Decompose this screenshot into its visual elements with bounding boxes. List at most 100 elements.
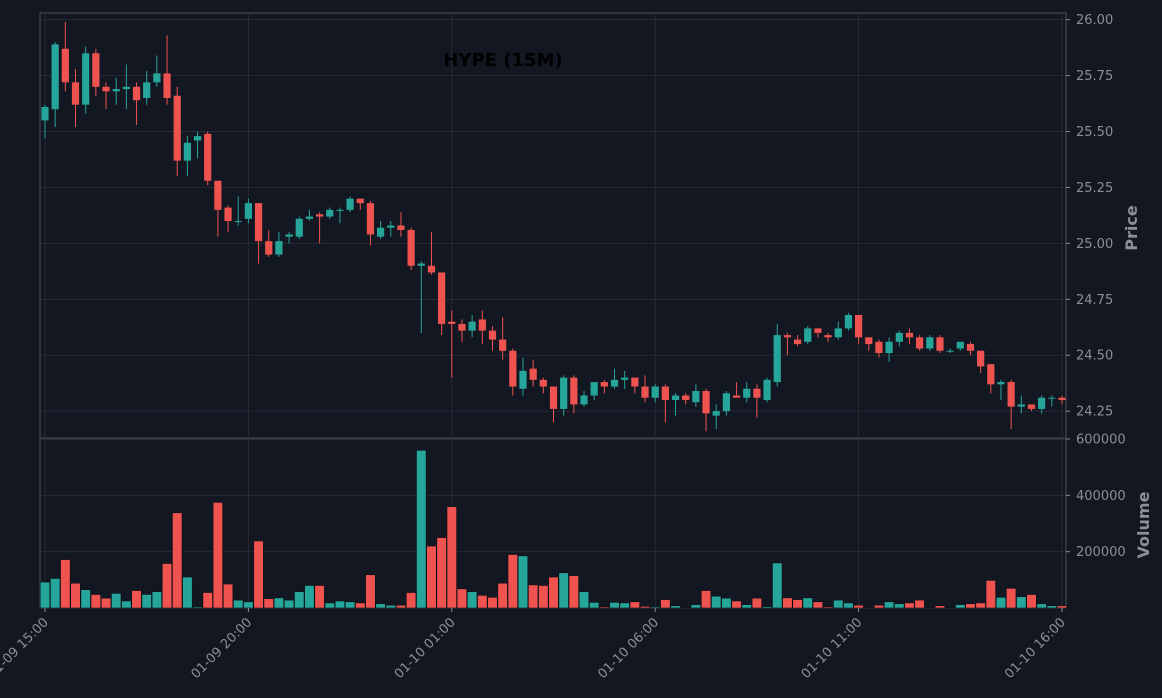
candle-body: [977, 350, 985, 367]
candle-body: [702, 391, 710, 414]
candle-body: [539, 379, 547, 387]
volume-bar: [792, 599, 803, 609]
candle: [610, 368, 619, 389]
candle: [824, 332, 832, 342]
volume-bar: [599, 606, 610, 609]
candle: [1048, 395, 1056, 407]
volume-bar: [985, 580, 996, 609]
candle: [51, 42, 59, 128]
candle-body: [275, 241, 283, 255]
volume-bar: [1016, 596, 1027, 609]
candle: [427, 232, 436, 275]
candle-body: [814, 328, 822, 333]
candle: [112, 77, 120, 105]
volume-bar: [741, 604, 752, 609]
candle: [244, 198, 252, 224]
candle-body: [468, 321, 476, 331]
candle: [814, 328, 822, 338]
volume-bar: [436, 537, 447, 609]
candle: [61, 21, 69, 92]
candle: [1027, 404, 1036, 412]
volume-bar: [731, 600, 742, 609]
candle-body: [458, 323, 466, 331]
volume-bar: [507, 554, 518, 609]
candle-body: [163, 73, 171, 98]
candle: [753, 384, 761, 418]
candle-body: [214, 180, 222, 210]
price-tick-label: 24.75: [1076, 293, 1113, 308]
candle-body: [71, 82, 80, 105]
volume-bar: [151, 591, 162, 609]
candle-body: [61, 48, 69, 83]
candle-body: [41, 106, 49, 121]
candle-body: [427, 265, 436, 273]
candle: [92, 48, 100, 96]
candle: [377, 221, 385, 239]
volume-bar: [202, 592, 213, 609]
volume-panel: 200000 400000 600000 Volume: [39, 433, 1153, 609]
volume-bar: [975, 602, 986, 609]
volume-bar: [833, 599, 844, 609]
candle: [702, 388, 710, 432]
volume-bar: [670, 605, 681, 609]
candle: [905, 328, 914, 345]
candle-body: [244, 203, 252, 219]
volume-bar: [334, 600, 346, 609]
volume-bar: [772, 562, 783, 609]
candle-body: [926, 337, 934, 349]
candle: [275, 232, 283, 257]
volume-bar: [629, 601, 640, 609]
candle: [448, 310, 456, 378]
volume-bar: [467, 591, 478, 609]
candle-body: [651, 386, 659, 398]
candle: [387, 221, 395, 237]
candle-body: [265, 241, 273, 255]
price-tick-label: 24.50: [1076, 349, 1113, 364]
candle-body: [326, 209, 334, 217]
candle: [560, 375, 568, 416]
candle: [366, 200, 375, 246]
volume-bar: [751, 597, 762, 609]
candle: [336, 207, 344, 224]
candle-body: [346, 198, 354, 210]
candle-body: [122, 86, 130, 90]
candle: [692, 384, 700, 407]
candle: [1017, 395, 1025, 414]
candle-body: [732, 395, 741, 398]
volume-bar: [497, 582, 508, 609]
candle: [549, 386, 558, 423]
volume-bar: [395, 604, 407, 609]
candle: [834, 321, 842, 340]
candle: [173, 86, 181, 177]
volume-bar: [619, 602, 630, 609]
candle: [1058, 395, 1066, 405]
candle-body: [580, 395, 588, 405]
volume-bar: [233, 599, 244, 609]
volume-bar: [314, 585, 325, 609]
volume-bar: [182, 576, 193, 609]
candle-body: [51, 44, 59, 110]
candle: [315, 212, 324, 244]
candle: [326, 207, 334, 219]
candle: [153, 55, 161, 87]
volume-bar: [406, 592, 417, 609]
candle-body: [529, 368, 537, 380]
candle: [397, 212, 405, 237]
candle-body: [112, 89, 120, 92]
candle: [82, 46, 90, 114]
candle-body: [305, 216, 314, 219]
volume-bar: [304, 585, 315, 609]
volume-bar: [894, 603, 905, 609]
candle: [936, 335, 944, 353]
candle-body: [1007, 382, 1015, 407]
candle-body: [916, 337, 924, 349]
volume-bar: [375, 603, 386, 609]
candle-body: [895, 332, 903, 342]
volume-bar: [446, 506, 457, 609]
volume-bar: [294, 591, 305, 609]
volume-bar: [995, 596, 1007, 609]
candle: [671, 393, 680, 416]
candle: [895, 330, 903, 347]
candle: [865, 337, 873, 351]
volume-bar: [873, 604, 885, 609]
